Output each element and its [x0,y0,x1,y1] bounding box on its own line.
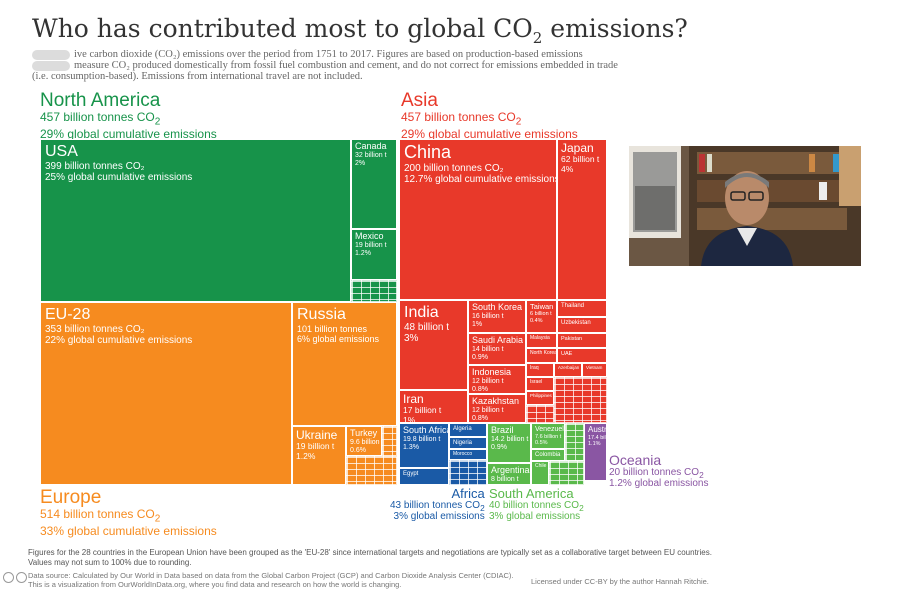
play-control-icon[interactable] [3,572,14,583]
treemap-cell-vietnam: Vietnam [582,363,607,377]
treemap-cell-russia: Russia 101 billion tonnes 6% global emissi… [292,302,397,426]
license-text: Licensed under CC-BY by the author Hanna… [531,577,709,586]
treemap-cell-turkey: Turkey 9.6 billion t 0.6% [346,426,382,456]
treemap-cell-uzbekistan: Uzbekistan [557,317,607,333]
data-source: Data source: Calculated by Our World in … [28,571,514,589]
treemap-cell-brazil: Brazil 14.2 billion t 0.9% [487,423,531,463]
treemap-cell-israel: Israel [526,377,554,391]
subtitle-line-3: (i.e. consumption-based). Emissions from… [32,71,363,82]
treemap-cell-south-korea: South Korea 16 billion t 1% [468,300,526,333]
treemap-cell-ukraine: Ukraine 19 billion t 1.2% [292,426,346,485]
treemap-cell-saudi-arabia: Saudi Arabia 14 billion t 0.9% [468,333,526,365]
treemap-small-cells-asia-2 [526,405,554,423]
treemap-cell-australia: Australia17.4 billion t1.1% [584,423,607,481]
chart-subtitle: ive carbon dioxide (CO₂) emissions over … [32,49,692,82]
treemap-cell-philippines: Philippines [526,391,554,405]
subtitle-line-2: measure CO₂ produced domestically from f… [32,60,618,71]
region-label-europe: Europe 514 billion tonnes CO2 33% global… [40,487,217,538]
region-label-oceania: Oceania 20 billion tonnes CO2 1.2% globa… [609,452,709,490]
treemap-cell-iran: Iran 17 billion t 1% [399,390,468,423]
treemap-cell-japan: Japan 62 billion t 4% [557,139,607,300]
treemap-small-cells-asia-1 [554,377,607,423]
region-label-north-america: North America 457 billion tonnes CO2 29%… [40,90,217,141]
treemap-cell-eu28: EU-28 353 billion tonnes CO₂ 22% global cu… [40,302,292,485]
treemap-cell-india: India 48 billion t 3% [399,300,468,390]
treemap-cell-indonesia: Indonesia 12 billion t 0.8% [468,365,526,394]
treemap-cell-morocco: Morocco [449,449,487,460]
region-label-south-america: South America 40 billion tonnes CO2 3% g… [489,486,584,523]
treemap-cell-iraq: Iraq [526,363,554,377]
treemap-small-cells-south-america-2 [565,423,584,461]
treemap-small-cells-south-america [549,461,584,485]
treemap-cell-colombia: Colombia [531,449,565,461]
subtitle-line-1: ive carbon dioxide (CO₂) emissions over … [32,49,583,60]
treemap-cell-venezuela: Venezuela 7.6 billion t 0.5% [531,423,565,449]
chart-title: Who has contributed most to global CO2 e… [32,14,688,47]
webcam-video [629,146,861,266]
treemap-cell-chile: Chile [531,461,549,485]
treemap-cell-south-africa: South Africa 19.8 billion t 1.3% [399,423,449,468]
treemap-cell-canada: Canada 32 billion t 2% [351,139,397,229]
treemap-small-cells-north-america [351,280,397,302]
treemap-cell-usa: USA 399 billion tonnes CO₂ 25% global cumu… [40,139,351,302]
region-label-africa: Africa 43 billion tonnes CO2 3% global e… [390,486,485,523]
region-label-asia: Asia 457 billion tonnes CO2 29% global c… [401,90,578,141]
webcam-scene [629,146,861,266]
volume-control-icon[interactable] [16,572,27,583]
treemap-cell-algeria: Algeria [449,423,487,437]
treemap-small-cells-europe-2 [346,456,397,485]
treemap-cell-nigeria: Nigeria [449,437,487,449]
treemap-small-cells-europe-1 [382,426,397,456]
treemap-cell-china: China 200 billion tonnes CO₂ 12.7% global … [399,139,557,300]
treemap-cell-azerbaijan: Azerbaijan [554,363,582,377]
blurred-text [32,49,70,60]
treemap-cell-north-korea: North Korea [526,348,557,363]
treemap-small-cells-africa [449,460,487,485]
treemap-cell-thailand: Thailand [557,300,607,317]
treemap-cell-pakistan: Pakistan [557,333,607,348]
treemap-cell-taiwan: Taiwan 6 billion t 0.4% [526,300,557,333]
blurred-text [32,60,70,71]
treemap-cell-mexico: Mexico 19 billion t 1.2% [351,229,397,280]
treemap-cell-kazakhstan: Kazakhstan 12 billion t 0.8% [468,394,526,423]
treemap-cell-argentina: Argentina 8 billion t [487,463,531,485]
treemap-cell-uae: UAE [557,348,607,363]
footnote: Figures for the 28 countries in the Euro… [28,548,712,567]
treemap-cell-malaysia: Malaysia [526,333,557,348]
treemap-cell-egypt: Egypt [399,468,449,485]
